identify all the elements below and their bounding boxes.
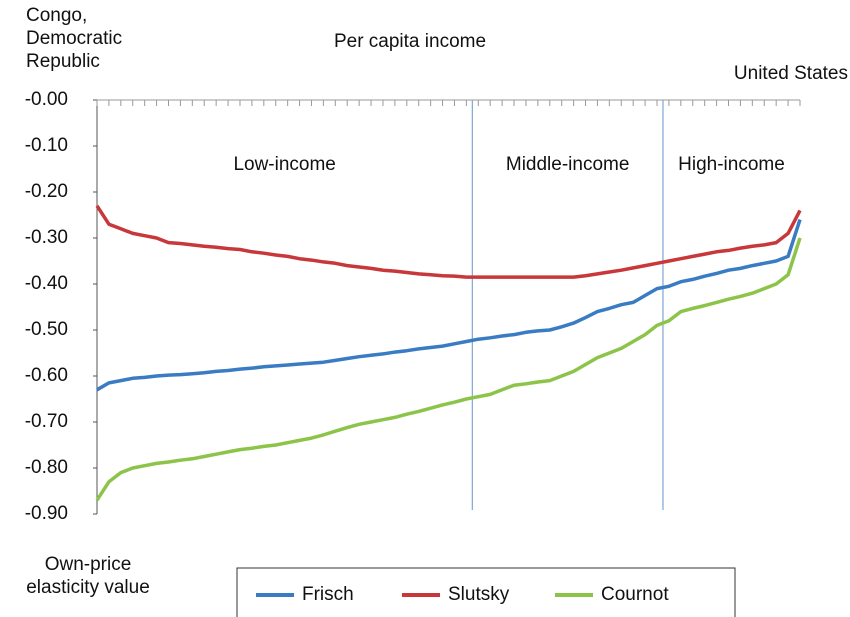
x-tick-label: United States <box>733 63 848 84</box>
legend-label: Frisch <box>302 584 354 605</box>
y-tick-label: -0.20 <box>25 181 68 202</box>
chart-title: Per capita income <box>334 31 486 52</box>
x-tick-label: Congo, Democratic Republic <box>26 5 123 72</box>
y-tick-label: -0.00 <box>25 89 68 110</box>
y-tick-label: -0.50 <box>25 319 68 340</box>
y-tick-label: -0.30 <box>25 227 68 248</box>
series-line <box>95 204 802 279</box>
y-tick-label: -0.80 <box>25 457 68 478</box>
legend-label: Cournot <box>601 584 669 605</box>
y-tick-label: -0.40 <box>25 273 68 294</box>
y-tick-label: -0.60 <box>25 365 68 386</box>
series-line <box>95 237 802 502</box>
group-label: Low-income <box>233 154 335 175</box>
series-line <box>96 219 802 392</box>
legend-box <box>236 567 736 617</box>
y-tick-label: -0.10 <box>25 135 68 156</box>
y-tick-label: -0.90 <box>25 503 68 524</box>
group-label: High-income <box>678 154 785 175</box>
legend-label: Slutsky <box>448 584 510 605</box>
group-label: Middle-income <box>506 154 630 175</box>
y-tick-label: -0.70 <box>25 411 68 432</box>
y-axis-label: Own-price elasticity value <box>26 554 150 598</box>
